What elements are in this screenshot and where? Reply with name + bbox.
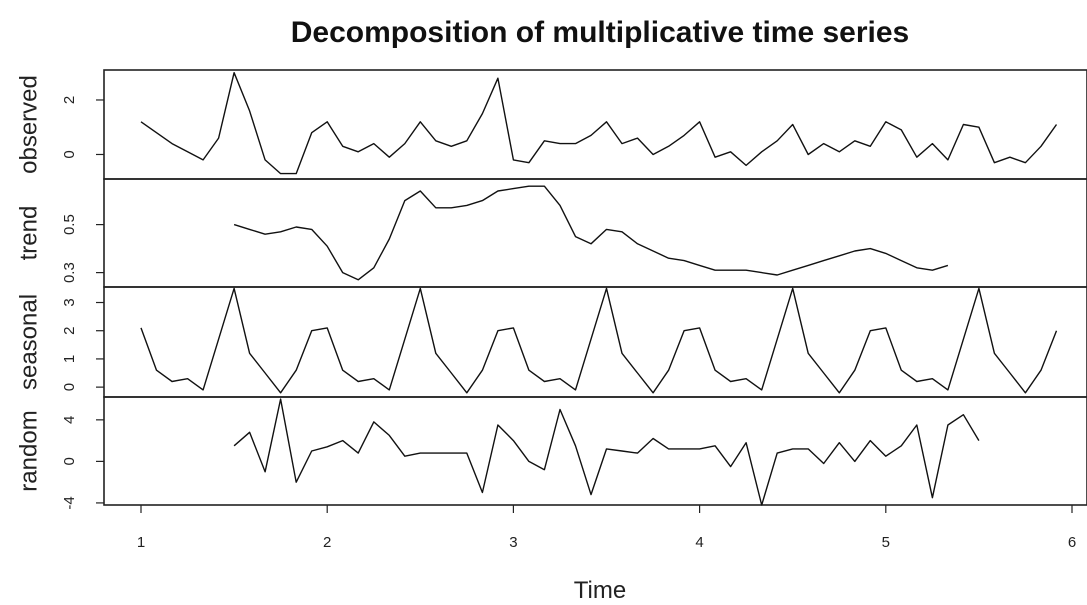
y-tick-label-trend: 0.3 — [61, 262, 78, 283]
panel-frame-trend — [103, 178, 1087, 288]
panel-label-observed: observed — [15, 75, 42, 174]
y-tick-label-random: -4 — [61, 496, 78, 509]
panel-trend: 0.3 0.5 trend — [15, 178, 1087, 288]
series-line-observed — [140, 71, 1058, 175]
series-line-trend — [233, 185, 949, 281]
series-line-random — [233, 398, 980, 506]
y-tick-label-random: 0 — [61, 457, 78, 465]
x-tick-label: 2 — [323, 534, 331, 551]
y-tick-label-observed: 2 — [61, 96, 78, 104]
panel-frame-observed — [103, 69, 1087, 180]
panel-label-trend: trend — [15, 206, 42, 261]
y-tick-label-seasonal: 2 — [61, 327, 78, 335]
y-tick-label-seasonal: 1 — [61, 355, 78, 363]
y-tick-label-random: 4 — [61, 416, 78, 424]
x-tick-label: 6 — [1068, 534, 1076, 551]
panel-label-random: random — [15, 410, 42, 491]
panel-random: -4 0 4 random — [15, 396, 1087, 510]
panel-label-seasonal: seasonal — [15, 294, 42, 390]
panel-seasonal: 0 1 2 3 seasonal — [15, 286, 1087, 398]
panels-group: 0 2 observed 0.3 0.5 trend 0 1 2 3 seasonal -4 0 4 ran… — [15, 69, 1087, 510]
x-tick-label: 1 — [137, 534, 145, 551]
series-line-seasonal — [140, 287, 1058, 394]
panel-frame-seasonal — [103, 286, 1087, 398]
x-axis: 1 2 3 4 5 6 — [137, 505, 1076, 551]
x-tick-label: 3 — [509, 534, 517, 551]
y-tick-label-seasonal: 3 — [61, 298, 78, 306]
x-tick-label: 4 — [695, 534, 703, 551]
x-axis-title: Time — [574, 577, 626, 604]
panel-frame-random — [103, 396, 1087, 506]
y-tick-label-seasonal: 0 — [61, 383, 78, 391]
y-tick-label-observed: 0 — [61, 150, 78, 158]
x-tick-label: 5 — [882, 534, 890, 551]
panel-observed: 0 2 observed — [15, 69, 1087, 180]
chart-title: Decomposition of multiplicative time ser… — [291, 16, 910, 49]
y-tick-label-trend: 0.5 — [61, 214, 78, 235]
